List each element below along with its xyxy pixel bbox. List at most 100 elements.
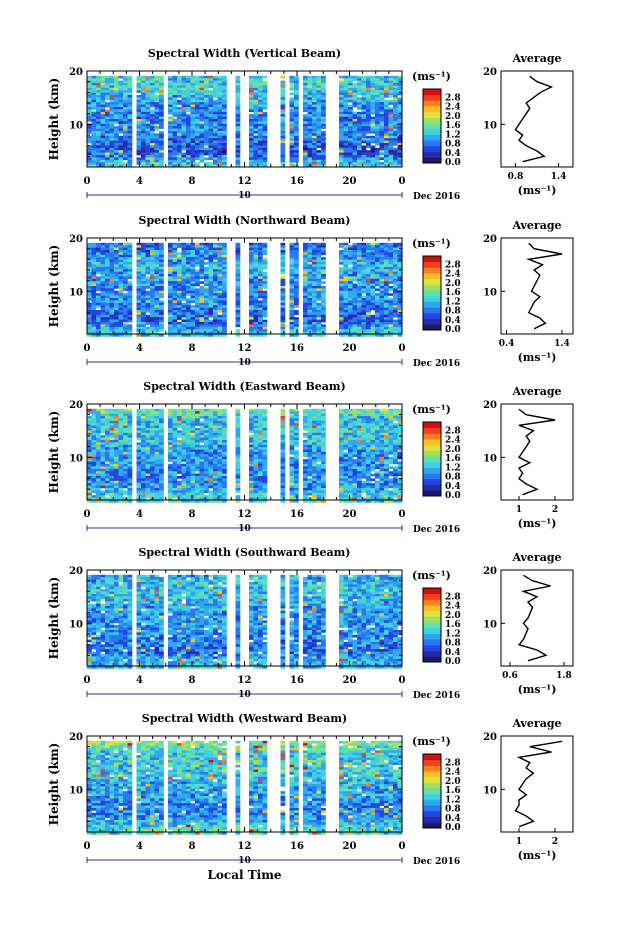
heatmap-cell [303,298,308,301]
heatmap-cell [150,150,155,153]
y-tick-label: 10 [69,120,83,131]
heatmap-cell [249,272,254,275]
heatmap-cell [123,105,128,108]
heatmap-cell [281,93,286,96]
heatmap-cell [173,329,178,332]
heatmap-cell [195,262,200,265]
heatmap-cell [204,298,209,301]
heatmap-cell [393,85,398,88]
heatmap-cell [294,150,299,153]
heatmap-cell [209,248,214,251]
heatmap-cell [254,276,259,279]
heatmap-cell [191,308,196,311]
heatmap-cell [344,143,349,146]
heatmap-cell [254,320,259,323]
heatmap-cell [294,100,299,103]
heatmap-cell [204,250,209,253]
heatmap-cell [366,145,371,148]
heatmap-cell [317,250,322,253]
heatmap-cell [92,315,97,318]
heatmap-cell [362,248,367,251]
heatmap-cell [290,308,295,311]
heatmap-cell [204,286,209,289]
heatmap-cell [249,264,254,267]
heatmap-cell [371,276,376,279]
heatmap-cell [128,150,133,153]
heatmap-cell [218,243,223,246]
heatmap-cell [249,312,254,315]
heatmap-cell [303,117,308,120]
heatmap-cell [105,119,110,122]
heatmap-cell [105,493,110,496]
heatmap-cell [110,291,115,294]
heatmap-cell [236,257,241,260]
heatmap-cell [393,267,398,270]
heatmap-cell [218,255,223,258]
heatmap-cell [141,459,146,462]
heatmap-cell [92,322,97,325]
heatmap-cell [308,148,313,151]
heatmap-cell [204,245,209,248]
heatmap-cell [236,252,241,255]
heatmap-cell [186,298,191,301]
heatmap-cell [110,150,115,153]
heatmap-cell [137,243,142,246]
heatmap-cell [110,421,115,424]
heatmap-cell [362,284,367,287]
heatmap-cell [249,153,254,156]
heatmap-cell [137,421,142,424]
heatmap-cell [141,93,146,96]
heatmap-cell [393,276,398,279]
heatmap-cell [393,320,398,323]
heatmap-cell [249,131,254,134]
heatmap-cell [209,296,214,299]
heatmap-cell [195,162,200,165]
heatmap-cell [87,288,92,291]
heatmap-cell [141,288,146,291]
heatmap-cell [137,317,142,320]
heatmap-cell [114,255,119,258]
heatmap-cell [344,293,349,296]
heatmap-cell [141,143,146,146]
heatmap-cell [321,102,326,105]
heatmap-cell [146,279,151,282]
heatmap-cell [321,308,326,311]
heatmap-cell [195,143,200,146]
heatmap-cell [321,88,326,91]
heatmap-cell [159,95,164,98]
heatmap-cell [249,322,254,325]
heatmap-cell [200,76,205,79]
heatmap-cell [384,310,389,313]
heatmap-cell [375,255,380,258]
heatmap-cell [384,269,389,272]
heatmap-cell [312,153,317,156]
heatmap-cell [389,317,394,320]
heatmap-cell [204,81,209,84]
heatmap-cell [141,411,146,414]
heatmap-cell [173,76,178,79]
heatmap-cell [317,93,322,96]
heatmap-cell [249,95,254,98]
heatmap-cell [150,322,155,325]
heatmap-cell [92,426,97,429]
heatmap-cell [92,303,97,306]
heatmap-cell [281,252,286,255]
x-tick-label: 8 [189,343,196,354]
heatmap-cell [209,293,214,296]
heatmap-cell [146,107,151,110]
heatmap-cell [249,324,254,327]
heatmap-cell [123,409,128,412]
heatmap-cell [137,245,142,248]
heatmap-cell [303,88,308,91]
heatmap-cell [218,133,223,136]
heatmap-cell [263,90,268,93]
heatmap-cell [87,284,92,287]
heatmap-cell [258,162,263,165]
heatmap-cell [155,317,160,320]
heatmap-cell [200,291,205,294]
heatmap-cell [128,452,133,455]
heatmap-cell [92,112,97,115]
heatmap-cell [150,310,155,313]
heatmap-cell [92,284,97,287]
heatmap-cell [87,260,92,263]
